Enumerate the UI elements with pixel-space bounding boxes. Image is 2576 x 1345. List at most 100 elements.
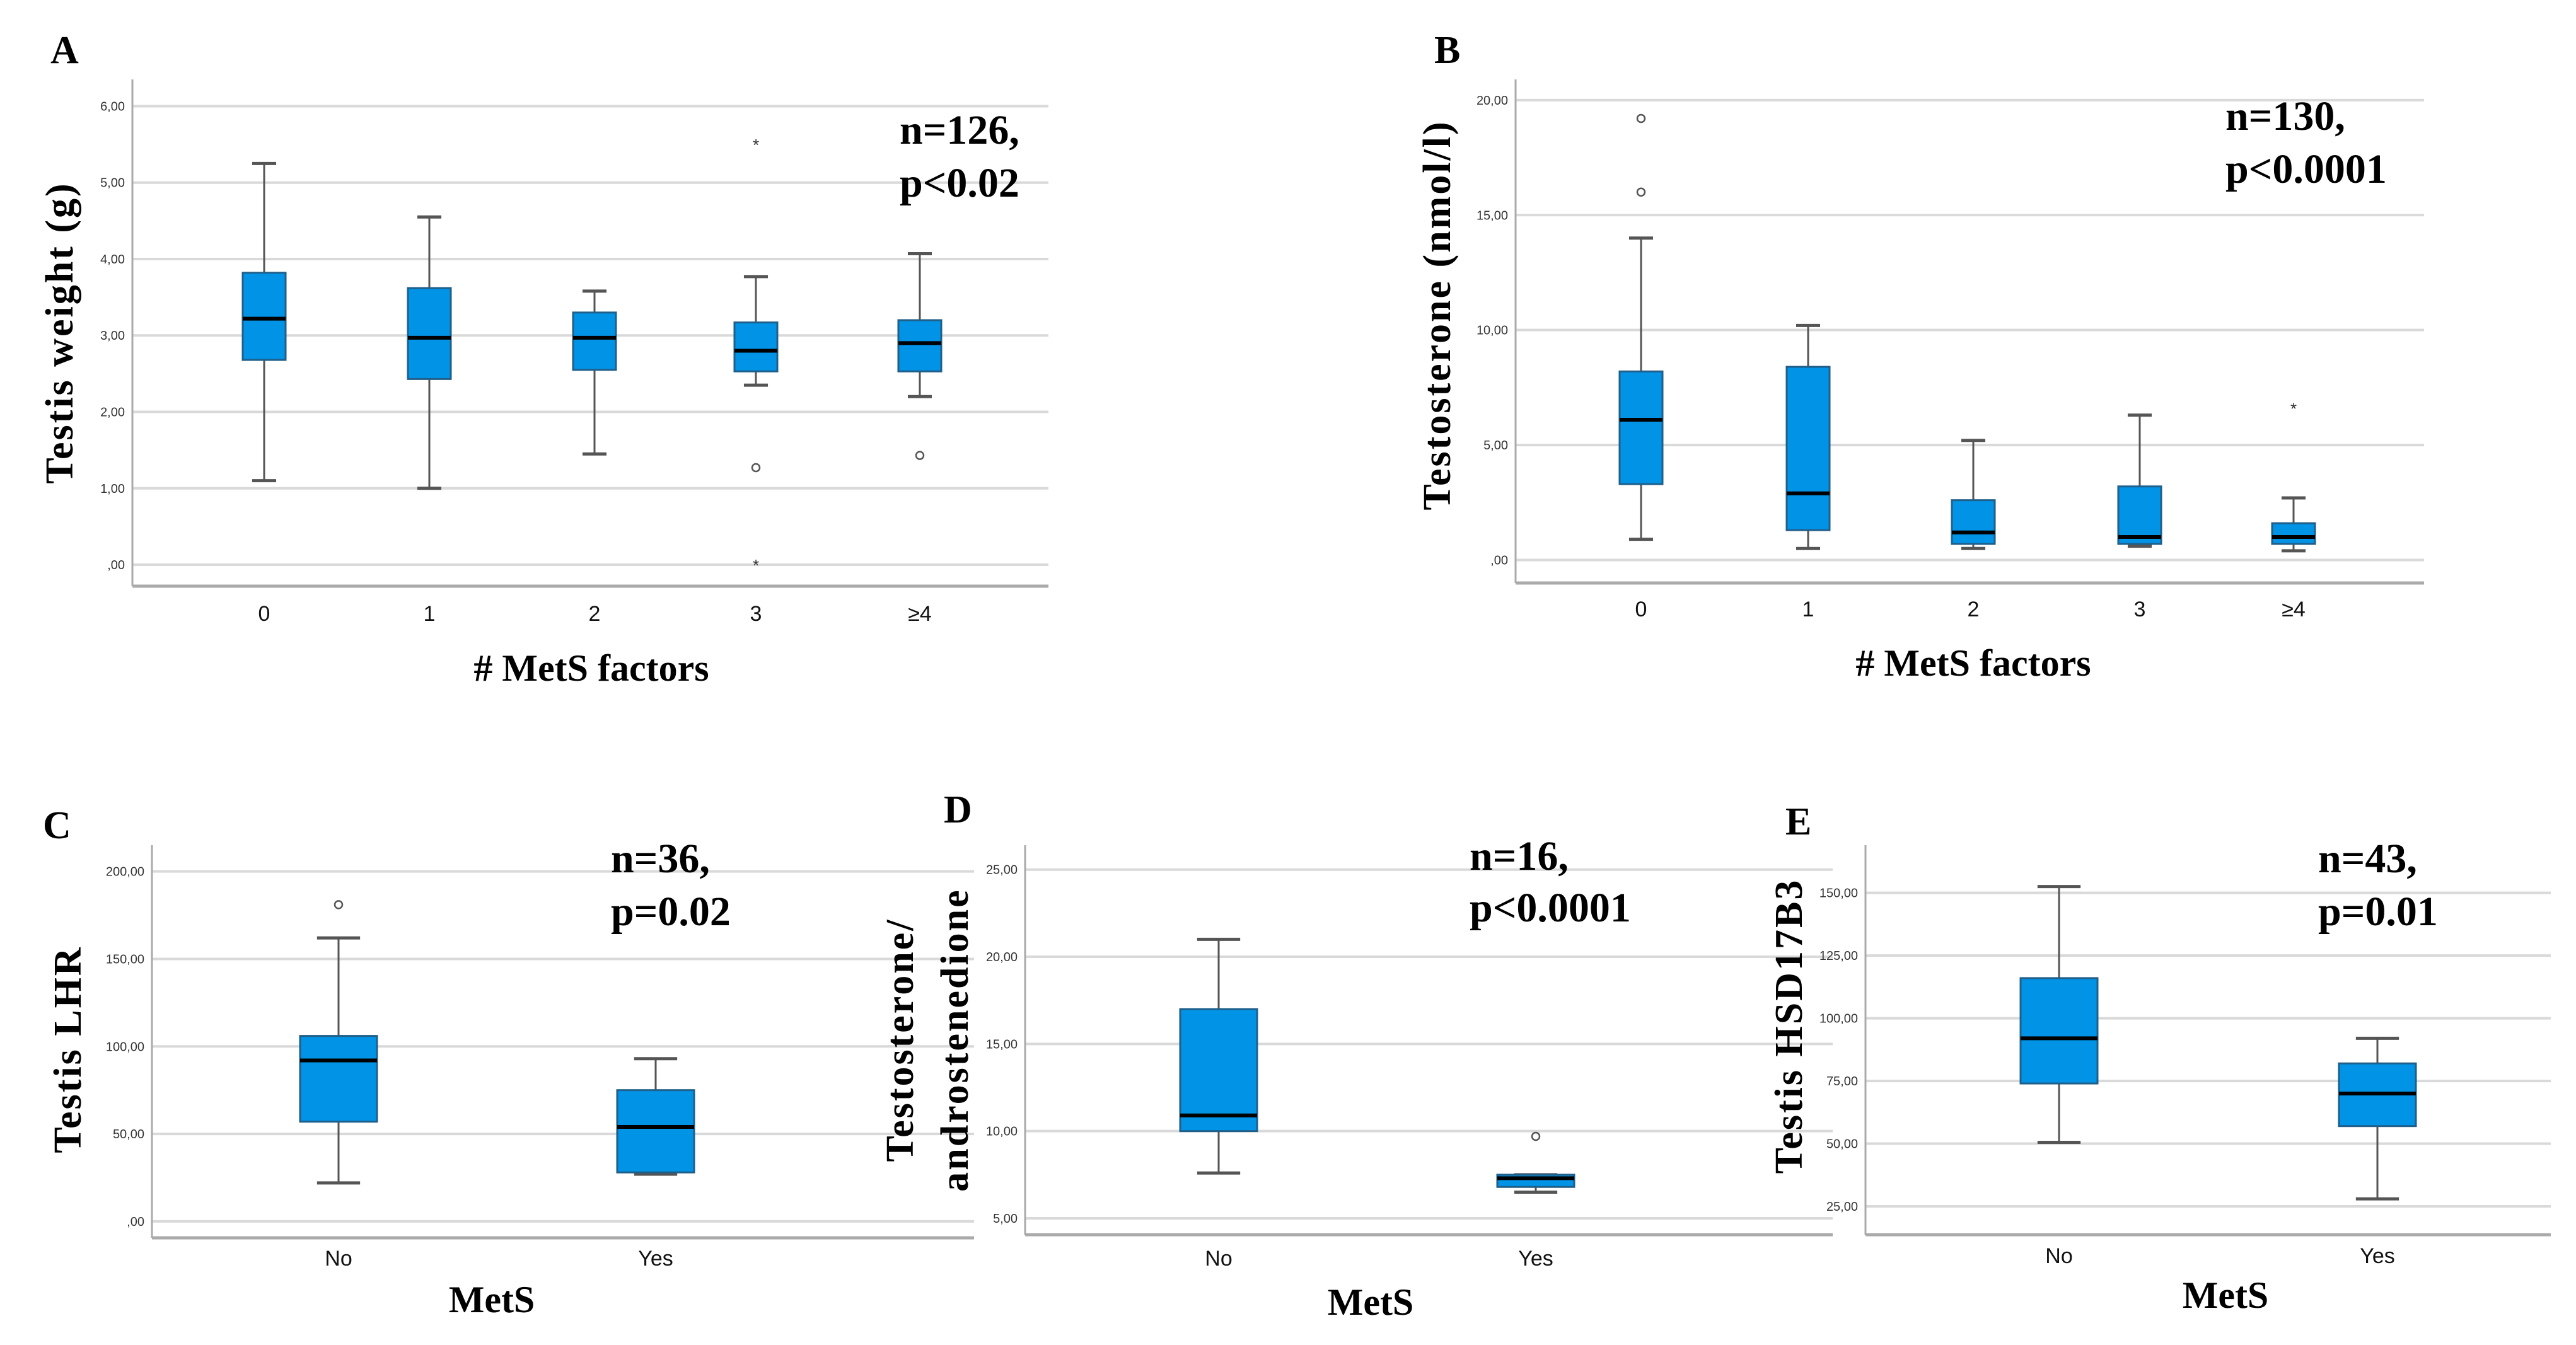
y-tick-label: 10,00: [986, 1125, 1018, 1139]
y-tick-label: 4,00: [100, 253, 125, 267]
iqr-box: [616, 1089, 695, 1174]
outlier-point: [751, 463, 761, 473]
x-tick-label: Yes: [1518, 1247, 1553, 1271]
y-tick-label: 25,00: [986, 863, 1018, 877]
y-tick-label: 15,00: [986, 1037, 1018, 1051]
panel-b: B 20,00 15,00 10,00 5,00 ,00 0 1 2 3 * ≥4 n=130, p<0.…: [1416, 29, 2424, 684]
y-axis-title: Testis weight (g): [38, 182, 81, 483]
p-annotation: p<0.02: [900, 160, 1019, 206]
p-annotation: p=0.02: [611, 889, 731, 935]
y-tick-label: ,00: [127, 1215, 144, 1229]
n-annotation: n=43,: [2318, 836, 2417, 882]
x-tick-label: 0: [258, 602, 270, 626]
box-0: [241, 161, 287, 483]
panel-label: A: [50, 29, 79, 72]
extreme-point: *: [753, 136, 759, 154]
y-tick-label: 20,00: [1477, 94, 1508, 108]
iqr-box: [407, 287, 452, 380]
box-2: [572, 289, 617, 456]
y-tick-label: 50,00: [113, 1128, 144, 1141]
y-tick-label: 5,00: [993, 1212, 1018, 1226]
y-tick-label: 150,00: [1819, 887, 1858, 901]
y-tick-label: 50,00: [1826, 1138, 1858, 1152]
x-tick-label: 1: [424, 602, 436, 626]
iqr-box: [572, 311, 617, 371]
extreme-point: *: [753, 556, 759, 575]
x-tick-label: 3: [2134, 597, 2146, 621]
y-tick-label: 200,00: [106, 865, 144, 879]
x-tick-label: Yes: [638, 1247, 673, 1271]
y-tick-label: 3,00: [100, 329, 125, 343]
y-axis-title: Testosterone (nmol/l): [1416, 120, 1459, 510]
y-tick-label: 125,00: [1819, 949, 1858, 963]
panel-d: D 25,00 20,00 15,00 10,00 5,00 No Yes n=16, p<0.0…: [879, 788, 1833, 1323]
x-tick-label: ≥4: [908, 602, 932, 626]
panel-label: E: [1785, 800, 1811, 843]
x-axis-title: MetS: [2183, 1274, 2269, 1316]
box-Yes: [1496, 1131, 1575, 1194]
box-No: [299, 900, 378, 1185]
panel-e: E 150,00 125,00 100,00 75,00 50,00 25,00 No Yes n…: [1768, 800, 2551, 1316]
iqr-box: [1618, 370, 1664, 485]
x-axis-title: MetS: [449, 1279, 535, 1320]
y-tick-label: 1,00: [100, 482, 125, 496]
iqr-box: [241, 272, 287, 361]
outlier-point: [334, 900, 344, 909]
p-annotation: p=0.01: [2318, 889, 2438, 935]
y-tick-label: ,00: [107, 558, 125, 572]
box-3: [2117, 413, 2162, 548]
y-tick-label: 2,00: [100, 406, 125, 420]
x-tick-label: 2: [1968, 597, 1980, 621]
y-tick-label: 25,00: [1826, 1200, 1858, 1214]
y-axis-title: androstenedione: [934, 888, 977, 1191]
iqr-box: [2117, 485, 2162, 545]
n-annotation: n=130,: [2225, 93, 2345, 139]
outlier-point: [1636, 113, 1646, 124]
box-1: [407, 215, 452, 490]
iqr-box: [733, 321, 779, 372]
x-axis-title: MetS: [1328, 1281, 1414, 1323]
y-tick-label: 20,00: [986, 950, 1018, 964]
x-tick-label: 1: [1802, 597, 1814, 621]
x-tick-label: 0: [1635, 597, 1647, 621]
x-tick-label: 2: [589, 602, 601, 626]
y-tick-label: 150,00: [106, 952, 144, 966]
y-axis-title: Testis HSD17B3: [1768, 879, 1811, 1174]
panel-a: A6,005,004,003,002,001,00,000 1 2**3 ≥4n=12…: [38, 29, 1048, 689]
y-tick-label: ,00: [1490, 554, 1508, 568]
y-tick-label: 15,00: [1477, 209, 1508, 222]
extreme-point: *: [2290, 400, 2297, 419]
x-tick-label: 3: [750, 602, 762, 626]
n-annotation: n=16,: [1470, 833, 1569, 879]
y-axis-title: Testosterone/: [879, 918, 922, 1162]
p-annotation: p<0.0001: [1470, 885, 1631, 931]
box-Yes: [616, 1057, 695, 1176]
box-0: [1618, 113, 1664, 541]
x-axis-title: # MetS factors: [1855, 642, 2091, 684]
y-tick-label: 5,00: [1483, 439, 1508, 453]
box-No: [1179, 937, 1258, 1175]
panel-c: C 200,00 150,00 100,00 50,00 ,00 No Yes n=36, p=0…: [43, 804, 974, 1320]
iqr-box: [2271, 522, 2316, 545]
box-Yes: [2338, 1036, 2417, 1201]
x-tick-label: ≥4: [2282, 597, 2306, 621]
iqr-box: [1951, 499, 1996, 545]
box-≥4: *: [2271, 400, 2316, 553]
iqr-box: [897, 319, 943, 372]
x-axis-title: # MetS factors: [473, 647, 709, 689]
y-tick-label: 5,00: [100, 176, 125, 190]
box-2: [1951, 439, 1996, 550]
iqr-box: [1179, 1008, 1258, 1133]
iqr-box: [299, 1035, 378, 1123]
n-annotation: n=36,: [611, 836, 710, 882]
n-annotation: n=126,: [900, 107, 1019, 153]
iqr-box: [2019, 977, 2099, 1085]
panel-label: C: [43, 804, 71, 847]
y-tick-label: 10,00: [1477, 324, 1508, 338]
p-annotation: p<0.0001: [2225, 146, 2387, 192]
box-3: **: [733, 136, 779, 575]
y-tick-label: 6,00: [100, 100, 125, 113]
x-tick-label: No: [1205, 1247, 1232, 1271]
box-1: [1785, 323, 1831, 550]
y-tick-label: 75,00: [1826, 1075, 1858, 1088]
